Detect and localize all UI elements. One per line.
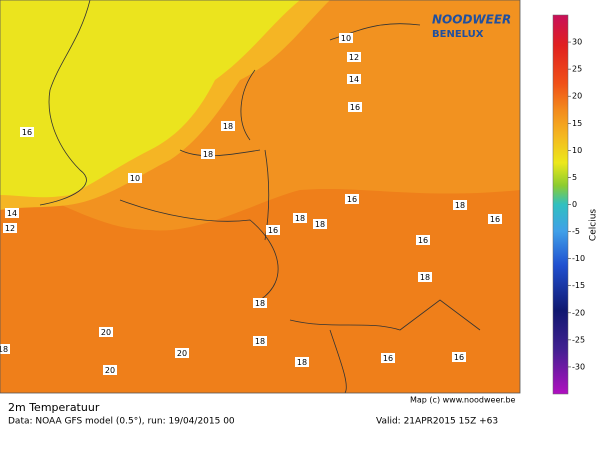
contour-label-box	[339, 33, 353, 43]
contour-label: 18	[223, 122, 233, 131]
colorbar-tick-label: 0	[572, 200, 577, 209]
colorbar-label: Celcius	[589, 209, 599, 241]
valid-time: Valid: 21APR2015 15Z +63	[376, 417, 498, 427]
contour-label: 14	[7, 209, 17, 218]
map-title: 2m Temperatuur	[8, 401, 100, 414]
contour-label-box	[348, 102, 362, 112]
contour-label: 18	[255, 337, 265, 346]
contour-label-box	[266, 225, 280, 235]
contour-label-box	[253, 298, 267, 308]
warm-zone	[0, 180, 520, 393]
contour-label: 16	[383, 354, 393, 363]
contour-label: 20	[177, 349, 187, 358]
colorbar-tick-label: 25	[572, 65, 582, 74]
contour-label: 18	[203, 150, 213, 159]
colorbar	[552, 14, 569, 395]
contour-label: 10	[341, 34, 351, 43]
map-frame	[0, 0, 521, 394]
colorbar-tick-label: -10	[572, 254, 585, 263]
contour-label: 12	[5, 224, 15, 233]
contour-label: 16	[490, 215, 500, 224]
contour-label-box	[345, 194, 359, 204]
contour-label: 10	[130, 174, 140, 183]
contour-label-box	[313, 219, 327, 229]
logo-line2: BENELUX	[432, 29, 484, 40]
colorbar-tick-label: -15	[572, 281, 585, 290]
contour-label-box	[3, 223, 17, 233]
contour-label-box	[293, 213, 307, 223]
contour-label: 18	[255, 299, 265, 308]
contour-label: 16	[454, 353, 464, 362]
contour-label: 16	[22, 128, 32, 137]
contour-label: 16	[347, 195, 357, 204]
contour-label-box	[20, 127, 34, 137]
colorbar-tick-label: -25	[572, 335, 585, 344]
contour-label-box	[416, 235, 430, 245]
contour-label-box	[0, 344, 10, 354]
contour-label-box	[381, 353, 395, 363]
data-source: Data: NOAA GFS model (0.5°), run: 19/04/…	[8, 417, 235, 427]
contour-label: 12	[349, 53, 359, 62]
contour-label-box	[5, 208, 19, 218]
contour-label-box	[347, 74, 361, 84]
contour-label-box	[99, 327, 113, 337]
contour-label: 16	[350, 103, 360, 112]
contour-label: 18	[297, 358, 307, 367]
contour-label-box	[128, 173, 142, 183]
contour-label: 20	[105, 366, 115, 375]
colorbar-tick-label: -20	[572, 308, 585, 317]
map: 10 12 14 16 16 18 18 10 16 18 16 14 12 18 18 16 16 18 18 20…	[0, 0, 520, 393]
contour-label: 16	[268, 226, 278, 235]
contour-label-box	[488, 214, 502, 224]
colorbar-tick-label: 15	[572, 119, 582, 128]
contour-label-box	[201, 149, 215, 159]
contour-label: 18	[0, 345, 8, 354]
contour-label: 20	[101, 328, 111, 337]
contour-label: 18	[420, 273, 430, 282]
contour-label-box	[103, 365, 117, 375]
contour-label: 18	[315, 220, 325, 229]
colorbar-tick-label: 20	[572, 92, 582, 101]
colorbar-tick-label: -30	[572, 362, 585, 371]
logo-line1: NOODWEER	[432, 13, 511, 27]
contour-label-box	[347, 52, 361, 62]
colorbar-tick-label: 30	[572, 38, 582, 47]
contour-label-box	[253, 336, 267, 346]
map-credit: Map (c) www.noodweer.be	[410, 396, 516, 405]
contour-label-box	[221, 121, 235, 131]
contour-label-box	[452, 352, 466, 362]
colorbar-tick-label: -5	[572, 227, 580, 236]
contour-label: 18	[295, 214, 305, 223]
contour-label-box	[418, 272, 432, 282]
contour-label-box	[453, 200, 467, 210]
colorbar-tick-label: 5	[572, 173, 577, 182]
contour-label-box	[175, 348, 189, 358]
contour-label: 16	[418, 236, 428, 245]
contour-label: 14	[349, 75, 359, 84]
contour-label: 18	[455, 201, 465, 210]
contour-label-box	[295, 357, 309, 367]
cool-zone	[0, 0, 300, 198]
colorbar-tick-label: 10	[572, 146, 582, 155]
borders	[39, 0, 481, 393]
